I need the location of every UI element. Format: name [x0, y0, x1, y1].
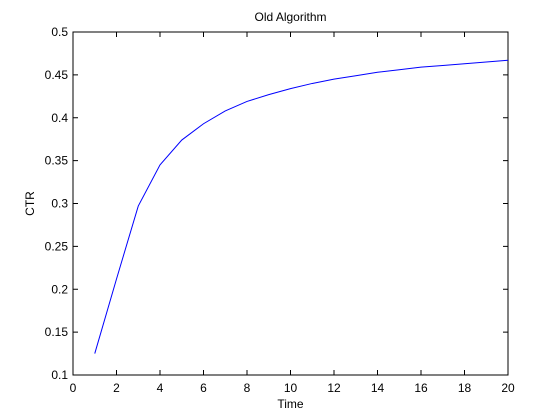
line-series	[94, 59, 509, 354]
x-tick-label: 2	[113, 381, 120, 395]
y-tick-label: 0.15	[45, 325, 69, 339]
x-tick-label: 12	[327, 381, 341, 395]
y-axis-title: CTR	[23, 191, 37, 216]
y-tick-label: 0.45	[45, 68, 69, 82]
series-line	[94, 59, 509, 354]
x-tick-label: 4	[157, 381, 164, 395]
y-tick-label: 0.4	[51, 111, 68, 125]
y-tick-label: 0.25	[45, 239, 69, 253]
x-tick-label: 18	[458, 381, 472, 395]
y-tick-label: 0.2	[51, 282, 68, 296]
x-axis-ticks	[72, 32, 509, 375]
plot-area	[72, 31, 509, 376]
x-tick-label: 14	[371, 381, 385, 395]
x-tick-label: 20	[501, 381, 515, 395]
y-tick-label: 0.3	[51, 197, 68, 211]
x-axis-tick-labels: 0 2 4 6 8 10 12 14 16 18 20	[70, 381, 515, 395]
y-tick-label: 0.5	[51, 25, 68, 39]
y-axis-tick-labels: 0.1 0.15 0.2 0.25 0.3 0.35 0.4 0.45 0.5	[45, 25, 69, 382]
x-tick-label: 16	[414, 381, 428, 395]
y-tick-label: 0.35	[45, 154, 69, 168]
x-tick-label: 0	[70, 381, 77, 395]
chart-title: Old Algorithm	[254, 10, 326, 24]
x-tick-label: 6	[200, 381, 207, 395]
x-tick-label: 10	[284, 381, 298, 395]
x-axis-title: Time	[277, 397, 304, 411]
y-axis-ticks	[73, 31, 508, 376]
series-layer	[94, 59, 509, 354]
x-tick-label: 8	[244, 381, 251, 395]
y-tick-label: 0.1	[51, 368, 68, 382]
